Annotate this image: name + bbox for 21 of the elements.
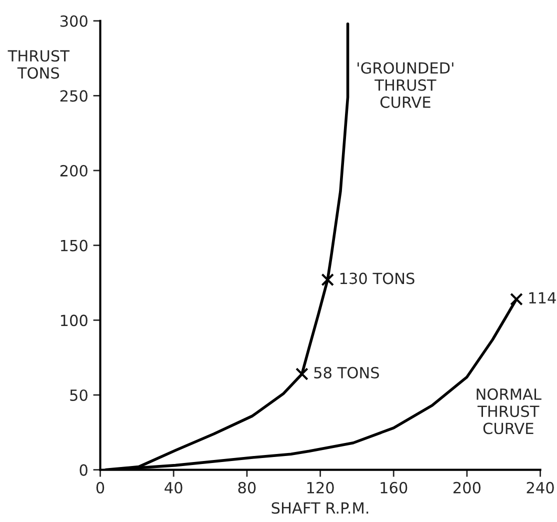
y-tick-label: 250 bbox=[60, 90, 88, 102]
x-tick-label: 200 bbox=[453, 482, 481, 494]
x-tick-label: 120 bbox=[307, 482, 334, 494]
x-tick-label: 240 bbox=[526, 482, 554, 494]
x-tick-label: 80 bbox=[238, 482, 256, 494]
x-tick-label: 160 bbox=[380, 482, 408, 494]
annotation: 'GROUNDED' THRUST CURVE bbox=[358, 62, 454, 108]
y-tick-label: 200 bbox=[60, 164, 88, 177]
x-tick-label: 0 bbox=[96, 482, 104, 494]
annotation: 58 TONS bbox=[314, 366, 379, 378]
x-tick-label: 40 bbox=[164, 482, 182, 494]
annotation: 130 TONS bbox=[340, 272, 414, 284]
x-axis-title: SHAFT R.P.M. bbox=[272, 502, 368, 514]
y-tick-label: 100 bbox=[60, 314, 88, 326]
y-tick-label: 150 bbox=[60, 240, 88, 252]
annotation: 114 bbox=[529, 292, 556, 304]
y-axis-title: THRUST TONS bbox=[8, 50, 70, 79]
y-tick-label: 0 bbox=[80, 464, 88, 476]
y-tick-label: 50 bbox=[70, 389, 88, 401]
y-tick-label: 300 bbox=[60, 15, 88, 27]
annotation: NORMAL THRUST CURVE bbox=[476, 388, 542, 434]
